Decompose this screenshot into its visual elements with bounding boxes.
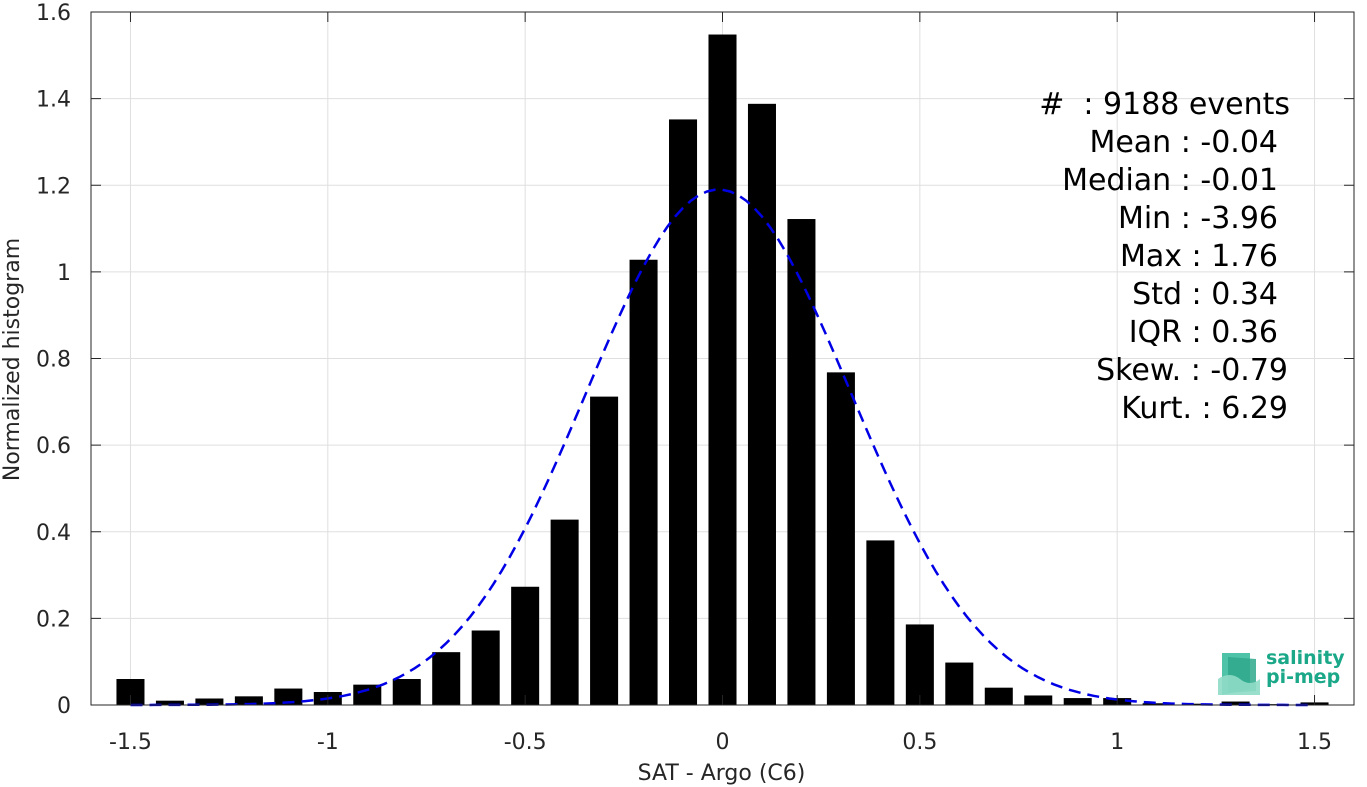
histogram-bar — [787, 219, 816, 705]
logo-line-2: pi-mep — [1266, 666, 1341, 688]
histogram-bar — [905, 624, 934, 705]
histogram-bar — [234, 696, 263, 705]
stat-iqr: IQR : 0.36 — [1128, 315, 1278, 350]
x-tick-label: -1.5 — [109, 730, 152, 755]
y-tick-label: 0.8 — [36, 348, 71, 373]
logo-line-1: salinity — [1266, 647, 1345, 669]
y-tick-label: 1.6 — [36, 1, 71, 26]
x-tick-label: 1.5 — [1297, 730, 1332, 755]
stat-skew: Skew. : -0.79 — [1096, 353, 1288, 388]
y-tick-label: 0.4 — [36, 521, 71, 546]
histogram-bar — [866, 540, 895, 705]
histogram-bar — [1063, 698, 1092, 705]
histogram-bar — [511, 586, 540, 705]
x-tick-label: -0.5 — [504, 730, 547, 755]
histogram-bar — [392, 679, 421, 705]
y-tick-label: 1.4 — [36, 88, 71, 113]
x-tick-label: 0 — [716, 730, 730, 755]
histogram-bar — [945, 662, 974, 705]
y-tick-label: 0 — [57, 694, 71, 719]
stat-events: # : 9188 events — [1039, 87, 1290, 122]
histogram-bar — [984, 687, 1013, 705]
histogram-bar — [1182, 703, 1211, 705]
histogram-bar — [747, 103, 776, 705]
stat-std: Std : 0.34 — [1132, 277, 1278, 312]
y-tick-label: 0.6 — [36, 434, 71, 459]
salinity-pi-mep-logo: salinity pi-mep — [1216, 647, 1346, 697]
x-axis-ticks: -1.5 -1 -0.5 0 0.5 1 1.5 — [109, 12, 1332, 755]
x-tick-label: 0.5 — [902, 730, 937, 755]
histogram-bar — [629, 259, 658, 705]
y-tick-label: 0.2 — [36, 607, 71, 632]
histogram-bar — [826, 372, 855, 705]
stat-max: Max : 1.76 — [1120, 239, 1278, 274]
y-axis-label: Normalized histogram — [0, 238, 25, 481]
y-axis-ticks: 0 0.2 0.4 0.6 0.8 1 1.2 1.4 1.6 — [36, 1, 1354, 719]
logo-wave-icon — [1218, 653, 1260, 695]
x-tick-label: -1 — [317, 730, 339, 755]
histogram-bar — [471, 630, 500, 705]
x-axis-label: SAT - Argo (C6) — [638, 761, 806, 786]
histogram-bar — [353, 684, 382, 705]
histogram-bar — [550, 519, 579, 705]
stat-median: Median : -0.01 — [1062, 163, 1278, 198]
statistics-annotation: # : 9188 events Mean : -0.04 Median : -0… — [1039, 86, 1290, 428]
histogram-bar — [274, 688, 303, 705]
histogram-bar — [1142, 703, 1171, 705]
histogram-bar — [1024, 695, 1053, 705]
histogram-bar — [155, 700, 184, 705]
histogram-bar — [195, 698, 224, 705]
y-tick-label: 1 — [57, 261, 71, 286]
x-tick-label: 1 — [1110, 730, 1124, 755]
stat-kurt: Kurt. : 6.29 — [1121, 391, 1288, 426]
histogram-bar — [708, 34, 737, 705]
stat-min: Min : -3.96 — [1117, 201, 1278, 236]
stat-mean: Mean : -0.04 — [1089, 125, 1278, 160]
bars — [116, 34, 1329, 706]
histogram-bar — [669, 119, 698, 706]
y-tick-label: 1.2 — [36, 174, 71, 199]
histogram-bar — [1221, 701, 1250, 705]
histogram-bar — [590, 396, 619, 705]
histogram-bar — [432, 652, 461, 705]
